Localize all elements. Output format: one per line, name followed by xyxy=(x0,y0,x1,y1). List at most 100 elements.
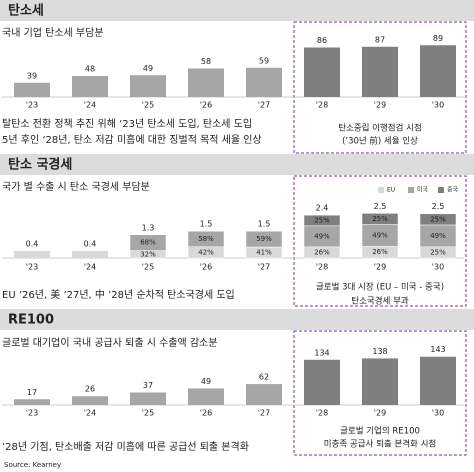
section-title: 탄소 국경세 xyxy=(8,157,72,173)
value-label: 0.4 xyxy=(84,239,97,248)
note: ’28년 기점, 탄소배출 저감 미흡에 따른 공급선 퇴출 본격화 xyxy=(2,440,249,453)
x-tick-label: '25 xyxy=(142,409,154,418)
x-tick-label: '26 xyxy=(200,409,212,418)
segment-label: 25% xyxy=(372,215,388,223)
value-label: 134 xyxy=(314,348,329,357)
subtitle: 국내 기업 탄소세 부담분 xyxy=(2,26,104,39)
x-tick-label: '25 xyxy=(142,101,154,110)
bar xyxy=(246,67,282,97)
value-label: 49 xyxy=(143,64,153,73)
legend-swatch xyxy=(408,187,414,193)
segment-label: 49% xyxy=(372,231,388,239)
x-tick-label: '23 xyxy=(26,101,38,110)
value-label: 2.4 xyxy=(316,204,329,213)
value-label: 143 xyxy=(430,345,445,354)
highlight-note: 탄소국경세 부과 xyxy=(351,296,409,307)
x-tick-label: '30 xyxy=(432,409,444,418)
x-tick-label: '24 xyxy=(84,409,96,418)
bar xyxy=(14,82,50,97)
value-label: 2.5 xyxy=(432,202,445,211)
highlight-note: (’30년 前) 세율 인상 xyxy=(342,136,418,147)
value-label: 1.5 xyxy=(200,220,213,229)
bar xyxy=(304,359,340,405)
value-label: 0.4 xyxy=(26,239,39,248)
value-label: 62 xyxy=(259,373,269,382)
x-tick-label: '24 xyxy=(84,101,96,110)
segment-label: 25% xyxy=(430,248,446,256)
highlight-note: 탄소중립 이행점검 시점 xyxy=(338,123,422,134)
value-label: 1.5 xyxy=(258,220,271,229)
section-title: 탄소세 xyxy=(8,3,44,19)
bar-segment xyxy=(245,230,283,248)
highlight-note: 미충족 공급사 퇴출 본격화 시점 xyxy=(324,439,436,450)
segment-label: 49% xyxy=(430,232,446,240)
value-label: 26 xyxy=(85,385,95,394)
segment-label: 32% xyxy=(140,250,156,258)
value-label: 2.5 xyxy=(374,202,387,211)
note: 탈탄소 전환 정책 추진 위해 ‘23년 탄소세 도입, 탄소세 도입 xyxy=(2,117,252,130)
legend-label: EU xyxy=(387,187,395,194)
bar xyxy=(14,399,50,405)
highlight-note: 글로벌 3대 시장 (EU – 미국 - 중국) xyxy=(316,282,444,293)
x-tick-label: '28 xyxy=(316,409,328,418)
segment-label: 25% xyxy=(430,215,446,223)
x-tick-label: '29 xyxy=(374,101,386,110)
segment-label: 42% xyxy=(198,248,214,256)
section-header xyxy=(0,0,474,21)
highlight-note: 글로벌 기업의 RE100 xyxy=(340,426,420,437)
value-label: 17 xyxy=(27,388,37,397)
value-label: 1.3 xyxy=(142,223,155,232)
legend-swatch xyxy=(438,187,444,193)
segment-label: 49% xyxy=(314,232,330,240)
legend-label: 중국 xyxy=(447,187,459,194)
note: 5년 후인 ‘28년, 탄소 저감 미흡에 대한 징벌적 목적 세율 인상 xyxy=(2,133,262,146)
bar xyxy=(14,250,50,258)
bar xyxy=(362,358,398,405)
legend-label: 미국 xyxy=(417,186,429,194)
segment-label: 41% xyxy=(256,249,272,257)
segment-label: 59% xyxy=(256,235,272,243)
section-title: RE100 xyxy=(8,313,54,328)
bar xyxy=(72,250,108,258)
x-tick-label: '26 xyxy=(200,263,212,272)
source: Source: Kearney xyxy=(4,461,61,469)
note: EU ’26년, 美 ’27년, 中 ’28년 순차적 탄소국경세 도입 xyxy=(2,288,235,301)
x-tick-label: '28 xyxy=(316,101,328,110)
section-header xyxy=(0,309,474,330)
bar xyxy=(246,384,282,405)
bar xyxy=(130,392,166,405)
value-label: 89 xyxy=(433,34,443,43)
x-tick-label: '27 xyxy=(258,409,270,418)
x-tick-label: '29 xyxy=(374,263,386,272)
bar xyxy=(420,356,456,405)
segment-label: 25% xyxy=(314,217,330,225)
value-label: 87 xyxy=(375,35,385,44)
x-tick-label: '25 xyxy=(142,263,154,272)
value-label: 58 xyxy=(201,57,211,66)
x-tick-label: '23 xyxy=(26,263,38,272)
segment-label: 68% xyxy=(140,239,156,247)
x-tick-label: '24 xyxy=(84,263,96,272)
bar xyxy=(130,75,166,97)
value-label: 39 xyxy=(27,71,37,80)
x-tick-label: '23 xyxy=(26,409,38,418)
subtitle: 글로벌 대기업이 국내 공급사 퇴출 시 수출액 감소분 xyxy=(2,336,217,349)
section-header xyxy=(0,154,474,175)
bar-segment xyxy=(129,234,167,251)
bar xyxy=(72,396,108,405)
value-label: 59 xyxy=(259,56,269,65)
x-tick-label: '27 xyxy=(258,101,270,110)
legend-swatch xyxy=(378,187,384,193)
bar xyxy=(420,45,456,97)
highlight-box xyxy=(293,175,467,307)
subtitle: 국가 별 수출 시 탄소 국경세 부담분 xyxy=(2,180,150,193)
value-label: 86 xyxy=(317,36,327,45)
bar-segment xyxy=(419,213,457,226)
x-tick-label: '27 xyxy=(258,263,270,272)
x-tick-label: '28 xyxy=(316,263,328,272)
segment-label: 26% xyxy=(314,248,330,256)
segment-label: 26% xyxy=(372,248,388,256)
bar-segment xyxy=(187,230,225,247)
bar-segment xyxy=(361,213,399,225)
